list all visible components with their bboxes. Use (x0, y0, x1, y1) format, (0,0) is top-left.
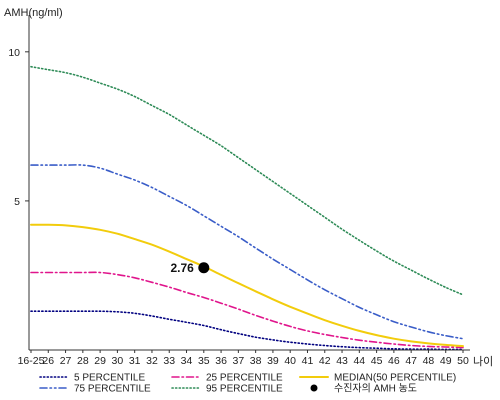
series-line-1 (30, 310, 464, 351)
legend-label: 5 PERCENTILE (74, 373, 145, 384)
series-line-5 (30, 65, 464, 296)
highlight-point-label: 2.76 (170, 261, 194, 275)
x-tick-label: 38 (250, 355, 262, 367)
legend-label: 95 PERCENTILE (206, 384, 283, 395)
x-tick-label: 47 (405, 355, 417, 367)
x-tick-label: 32 (146, 355, 158, 367)
x-tick-label: 33 (163, 355, 175, 367)
x-tick-label: 50 (457, 355, 469, 367)
x-tick-label: 40 (284, 355, 296, 367)
axes: AMH(ng/ml) 나이 (4, 7, 493, 368)
x-axis-title: 나이 (473, 355, 493, 368)
x-tick-label: 41 (302, 355, 314, 367)
series-line-4 (30, 164, 464, 340)
legend-label-point: 수진자의 AMH 농도 (334, 383, 417, 395)
x-tick-label: 27 (60, 355, 72, 367)
x-tick-label: 46 (388, 355, 400, 367)
legend: 5 PERCENTILE 25 PERCENTILE MEDIAN(50 PERCE… (39, 373, 456, 395)
x-tick-label: 49 (440, 355, 452, 367)
x-tick-label: 39 (267, 355, 279, 367)
legend-label: 75 PERCENTILE (74, 384, 151, 395)
x-tick-label: 34 (181, 355, 193, 367)
x-tick-label: 44 (353, 355, 365, 367)
legend-label: 25 PERCENTILE (206, 373, 283, 384)
y-axis-title: AMH(ng/ml) (4, 7, 63, 19)
x-tick-label: 48 (423, 355, 435, 367)
series-line-2 (30, 271, 464, 349)
x-tick-label: 31 (129, 355, 141, 367)
x-tick-label: 29 (94, 355, 106, 367)
x-tick-label: 43 (336, 355, 348, 367)
x-tick-label: 45 (371, 355, 383, 367)
legend-label: MEDIAN(50 PERCENTILE) (334, 373, 456, 384)
x-tick-label: 36 (215, 355, 227, 367)
x-tick-label: 26 (42, 355, 54, 367)
x-tick-label: 37 (233, 355, 245, 367)
x-tick-label: 35 (198, 355, 210, 367)
x-tick-label: 28 (77, 355, 89, 367)
x-tick-label: 30 (112, 355, 124, 367)
highlight-layer: 2.76 (170, 261, 210, 275)
series-lines (30, 65, 464, 351)
highlight-point (198, 262, 210, 274)
y-tick-label: 10 (8, 47, 20, 59)
x-tick-label: 16-25 (18, 355, 45, 367)
y-tick-label: 5 (14, 196, 20, 208)
legend-swatch-point (310, 384, 318, 392)
series-line-3 (30, 223, 464, 348)
x-tick-label: 42 (319, 355, 331, 367)
